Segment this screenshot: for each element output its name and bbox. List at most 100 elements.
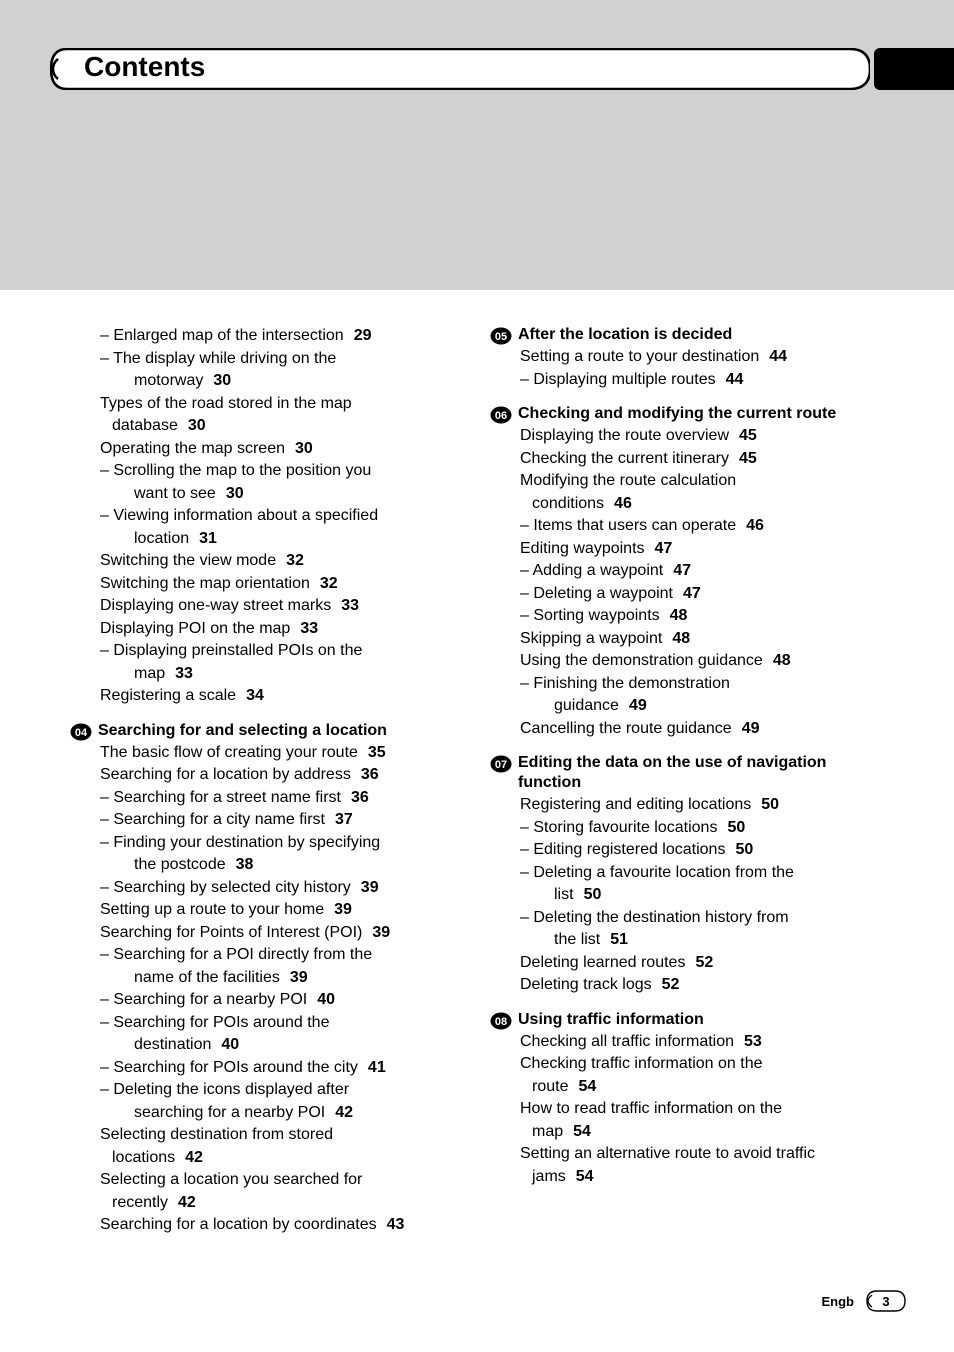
toc-entry-cont: map54 — [490, 1121, 890, 1144]
toc-page: 44 — [769, 348, 787, 365]
toc-page: 46 — [614, 495, 632, 512]
toc-entry: Searching for Points of Interest (POI)39 — [70, 922, 470, 945]
header-tab: Contents — [50, 48, 870, 90]
toc-page: 42 — [335, 1104, 353, 1121]
chapter-badge-icon: 07 — [490, 755, 512, 773]
svg-text:08: 08 — [495, 1016, 507, 1028]
header-black-tab — [874, 48, 954, 90]
toc-page: 34 — [246, 687, 264, 704]
svg-text:05: 05 — [495, 331, 507, 343]
toc-subentry: – Displaying preinstalled POIs on the — [70, 640, 470, 663]
toc-entry: Searching for a location by coordinates4… — [70, 1214, 470, 1237]
toc-page: 40 — [317, 991, 335, 1008]
chapter-header: 06 Checking and modifying the current ro… — [490, 404, 890, 424]
chapter-header: 07 Editing the data on the use of naviga… — [490, 753, 890, 793]
toc-page: 49 — [629, 697, 647, 714]
toc-page: 30 — [226, 485, 244, 502]
toc-entry: Deleting learned routes52 — [490, 952, 890, 975]
toc-subentry: – Searching for POIs around the city41 — [70, 1057, 470, 1080]
page-number-badge: 3 — [866, 1290, 906, 1312]
toc-subentry-cont: guidance49 — [490, 695, 890, 718]
toc-page: 39 — [361, 879, 379, 896]
toc-subentry-cont: map33 — [70, 663, 470, 686]
toc-page: 37 — [335, 811, 353, 828]
toc-entry: Switching the map orientation32 — [70, 573, 470, 596]
toc-page: 42 — [185, 1149, 203, 1166]
toc-page: 45 — [739, 427, 757, 444]
toc-subentry-cont: location31 — [70, 528, 470, 551]
toc-subentry: – The display while driving on the — [70, 348, 470, 371]
toc-subentry: – Scrolling the map to the position you — [70, 460, 470, 483]
toc-subentry: – Viewing information about a specified — [70, 505, 470, 528]
toc-page: 54 — [573, 1123, 591, 1140]
toc-page: 33 — [300, 620, 318, 637]
toc-subentry: – Enlarged map of the intersection29 — [70, 325, 470, 348]
toc-page: 52 — [695, 954, 713, 971]
toc-columns: – Enlarged map of the intersection29– Th… — [70, 325, 900, 1237]
toc-page: 32 — [286, 552, 304, 569]
footer: Engb 3 — [822, 1290, 907, 1312]
toc-page: 43 — [387, 1216, 405, 1233]
toc-page: 41 — [368, 1059, 386, 1076]
toc-subentry: – Deleting the destination history from — [490, 907, 890, 930]
toc-page: 48 — [773, 652, 791, 669]
svg-text:06: 06 — [495, 410, 507, 422]
toc-page: 33 — [341, 597, 359, 614]
toc-entry: Using the demonstration guidance48 — [490, 650, 890, 673]
toc-entry-cont: jams54 — [490, 1166, 890, 1189]
toc-entry: Displaying one-way street marks33 — [70, 595, 470, 618]
footer-language: Engb — [822, 1294, 855, 1309]
toc-page: 39 — [372, 924, 390, 941]
chapter-badge-icon: 08 — [490, 1012, 512, 1030]
toc-page: 40 — [221, 1036, 239, 1053]
toc-entry-cont: route54 — [490, 1076, 890, 1099]
toc-page: 38 — [236, 856, 254, 873]
toc-subentry-cont: the list51 — [490, 929, 890, 952]
toc-subentry: – Adding a waypoint47 — [490, 560, 890, 583]
toc-subentry-cont: destination40 — [70, 1034, 470, 1057]
toc-entry: Operating the map screen30 — [70, 438, 470, 461]
toc-subentry: – Sorting waypoints48 — [490, 605, 890, 628]
toc-entry: Checking all traffic information53 — [490, 1031, 890, 1054]
toc-page: 47 — [655, 540, 673, 557]
toc-page: 54 — [578, 1078, 596, 1095]
toc-subentry-cont: name of the facilities39 — [70, 967, 470, 990]
chapter-title: After the location is decided — [518, 325, 732, 345]
toc-page: 48 — [670, 607, 688, 624]
chapter-title: Searching for and selecting a location — [98, 721, 387, 741]
toc-page: 32 — [320, 575, 338, 592]
toc-subentry: – Finding your destination by specifying — [70, 832, 470, 855]
toc-entry: Cancelling the route guidance49 — [490, 718, 890, 741]
chapter-body: Displaying the route overview45Checking … — [490, 425, 890, 740]
page: Contents – Enlarged map of the intersect… — [0, 0, 954, 1352]
chapter-body: Checking all traffic information53Checki… — [490, 1031, 890, 1189]
chapter-title: Editing the data on the use of navigatio… — [518, 753, 890, 793]
toc-subentry: – Displaying multiple routes44 — [490, 369, 890, 392]
toc-page: 39 — [334, 901, 352, 918]
toc-page: 36 — [351, 789, 369, 806]
toc-subentry: – Editing registered locations50 — [490, 839, 890, 862]
toc-entry: Editing waypoints47 — [490, 538, 890, 561]
toc-page: 53 — [744, 1033, 762, 1050]
toc-page: 50 — [584, 886, 602, 903]
toc-page: 45 — [739, 450, 757, 467]
toc-entry: Selecting a location you searched for — [70, 1169, 470, 1192]
toc-page: 50 — [761, 796, 779, 813]
toc-subentry-cont: list50 — [490, 884, 890, 907]
toc-entry: Switching the view mode32 — [70, 550, 470, 573]
toc-page: 39 — [290, 969, 308, 986]
chapter-badge-icon: 04 — [70, 723, 92, 741]
toc-entry: Setting up a route to your home39 — [70, 899, 470, 922]
toc-entry: The basic flow of creating your route35 — [70, 742, 470, 765]
toc-entry: Checking the current itinerary45 — [490, 448, 890, 471]
toc-entry: Setting an alternative route to avoid tr… — [490, 1143, 890, 1166]
toc-page: 47 — [673, 562, 691, 579]
toc-entry: How to read traffic information on the — [490, 1098, 890, 1121]
page-number: 3 — [882, 1294, 889, 1309]
toc-page: 50 — [727, 819, 745, 836]
toc-page: 35 — [368, 744, 386, 761]
chapter-badge-icon: 05 — [490, 327, 512, 345]
toc-page: 30 — [213, 372, 231, 389]
toc-page: 30 — [295, 440, 313, 457]
toc-subentry-cont: motorway30 — [70, 370, 470, 393]
